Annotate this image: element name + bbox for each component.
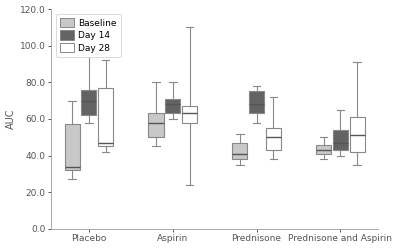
PathPatch shape: [81, 90, 96, 115]
Y-axis label: AUC: AUC: [6, 109, 16, 129]
PathPatch shape: [232, 143, 247, 159]
PathPatch shape: [249, 91, 264, 114]
PathPatch shape: [316, 145, 331, 154]
Legend: Baseline, Day 14, Day 28: Baseline, Day 14, Day 28: [56, 13, 121, 57]
PathPatch shape: [165, 99, 180, 114]
PathPatch shape: [182, 106, 197, 123]
PathPatch shape: [148, 114, 164, 137]
PathPatch shape: [64, 124, 80, 170]
PathPatch shape: [266, 128, 281, 150]
PathPatch shape: [98, 88, 113, 146]
PathPatch shape: [333, 130, 348, 150]
PathPatch shape: [350, 117, 365, 152]
